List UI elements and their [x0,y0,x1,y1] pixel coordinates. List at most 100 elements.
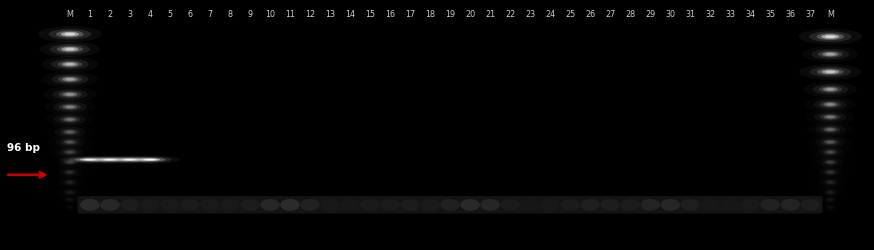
Ellipse shape [827,161,834,164]
Ellipse shape [80,199,100,211]
Ellipse shape [52,75,88,85]
Ellipse shape [360,199,380,211]
Ellipse shape [720,199,740,211]
Ellipse shape [160,199,180,211]
Ellipse shape [57,46,83,54]
Ellipse shape [114,158,145,162]
Ellipse shape [822,149,839,156]
Ellipse shape [63,118,77,122]
Ellipse shape [818,52,843,59]
Ellipse shape [65,198,75,202]
Ellipse shape [62,93,78,97]
Text: 21: 21 [485,10,496,19]
Ellipse shape [260,199,280,211]
Ellipse shape [108,157,151,163]
Text: 26: 26 [585,10,595,19]
Ellipse shape [62,189,78,196]
Ellipse shape [200,199,219,211]
Ellipse shape [62,63,78,67]
Text: 22: 22 [505,10,516,19]
Ellipse shape [811,50,850,60]
Ellipse shape [59,104,81,111]
Ellipse shape [826,205,835,210]
Text: 96 bp: 96 bp [7,142,40,152]
Ellipse shape [825,36,836,39]
Ellipse shape [801,199,820,211]
Ellipse shape [461,199,480,211]
Ellipse shape [135,158,165,162]
Text: 16: 16 [385,10,395,19]
Ellipse shape [820,102,841,108]
Ellipse shape [58,62,82,68]
Ellipse shape [340,199,360,211]
Ellipse shape [49,30,91,40]
Ellipse shape [67,206,73,209]
Text: 19: 19 [445,10,455,19]
Ellipse shape [827,151,834,154]
Text: 25: 25 [565,10,575,19]
Ellipse shape [600,199,620,211]
Ellipse shape [809,67,851,78]
Ellipse shape [59,116,80,123]
Ellipse shape [52,90,87,100]
Ellipse shape [826,104,835,106]
Text: 12: 12 [305,10,316,19]
Text: M: M [66,10,73,19]
Ellipse shape [50,45,90,55]
Ellipse shape [54,115,86,125]
Ellipse shape [64,130,76,135]
Ellipse shape [826,190,835,195]
Ellipse shape [740,199,760,211]
Ellipse shape [120,199,140,211]
Ellipse shape [66,181,73,184]
Text: 1: 1 [87,10,93,19]
Ellipse shape [63,105,77,110]
Ellipse shape [816,147,844,158]
Ellipse shape [66,161,73,164]
Ellipse shape [65,49,75,51]
Ellipse shape [80,156,140,164]
Ellipse shape [823,196,837,203]
Text: 32: 32 [705,10,715,19]
Ellipse shape [815,137,845,148]
Ellipse shape [120,159,140,161]
Ellipse shape [641,199,660,211]
Ellipse shape [140,159,160,161]
Ellipse shape [65,34,75,36]
Ellipse shape [540,199,560,211]
Ellipse shape [140,199,160,211]
Ellipse shape [822,88,838,92]
Ellipse shape [61,169,79,176]
Ellipse shape [819,86,842,94]
Ellipse shape [240,199,260,211]
Ellipse shape [815,112,846,123]
Ellipse shape [817,157,843,168]
Ellipse shape [65,190,75,195]
Ellipse shape [520,199,540,211]
Ellipse shape [500,199,520,211]
Ellipse shape [56,32,84,38]
Text: 7: 7 [207,10,212,19]
Ellipse shape [580,199,600,211]
Ellipse shape [63,196,77,203]
Ellipse shape [62,179,78,186]
Ellipse shape [481,199,500,211]
Ellipse shape [57,157,83,168]
Ellipse shape [123,159,136,161]
Ellipse shape [66,205,74,210]
Ellipse shape [826,116,835,119]
Ellipse shape [67,191,73,194]
Ellipse shape [828,206,833,209]
Ellipse shape [61,33,79,37]
Ellipse shape [827,171,834,174]
Ellipse shape [799,30,862,46]
Text: 23: 23 [525,10,535,19]
Ellipse shape [824,128,836,132]
Ellipse shape [56,147,84,158]
Text: 6: 6 [188,10,192,19]
Ellipse shape [825,71,836,74]
Ellipse shape [822,70,839,75]
Text: 17: 17 [405,10,415,19]
Ellipse shape [65,170,75,175]
Ellipse shape [828,191,833,194]
